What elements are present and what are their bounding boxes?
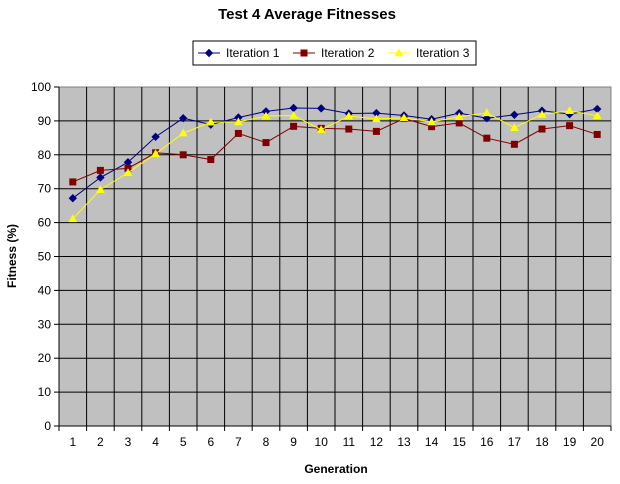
data-point-iteration-2 (262, 139, 270, 147)
grid (59, 87, 611, 426)
data-point-iteration-2 (234, 129, 242, 137)
y-tick-label: 40 (38, 283, 52, 297)
data-point-iteration-2 (483, 134, 491, 142)
data-point-iteration-1 (178, 113, 188, 123)
data-point-iteration-2 (372, 127, 380, 135)
y-tick-label: 50 (38, 250, 52, 264)
data-point-iteration-3 (399, 113, 409, 122)
y-tick-label: 30 (38, 317, 52, 331)
data-point-iteration-2 (179, 151, 187, 159)
data-point-iteration-1 (68, 193, 78, 203)
data-point-iteration-2 (96, 166, 104, 174)
y-tick-label: 70 (38, 182, 52, 196)
legend-box (192, 40, 477, 66)
data-point-iteration-3 (510, 123, 519, 131)
x-tick-label: 17 (508, 435, 522, 449)
data-point-iteration-2 (538, 125, 546, 133)
data-point-iteration-3 (261, 111, 271, 120)
data-point-iteration-1 (96, 173, 105, 182)
series-layer (68, 103, 602, 223)
y-tick-label: 60 (38, 216, 52, 230)
x-tick-label: 8 (263, 435, 270, 449)
y-tick-label: 100 (31, 80, 51, 94)
series-iteration-2 (69, 115, 601, 186)
data-point-iteration-3 (68, 214, 78, 223)
y-tick-labels: 0 10 20 30 40 50 60 70 80 90 100 (31, 80, 51, 433)
data-point-iteration-2 (510, 140, 518, 148)
data-point-iteration-1 (151, 132, 160, 142)
data-point-iteration-2 (69, 178, 77, 186)
data-point-iteration-1 (510, 110, 519, 120)
y-tick-label: 80 (38, 148, 52, 162)
legend: Iteration 1 Iteration 2 Iteration 3 (192, 40, 477, 66)
data-point-iteration-3 (537, 109, 547, 118)
data-point-iteration-3 (316, 125, 326, 134)
y-tick-label: 90 (38, 114, 52, 128)
data-point-iteration-3 (372, 114, 381, 123)
x-axis-title: Generation (304, 462, 367, 476)
x-tick-label: 19 (563, 435, 577, 449)
y-tick-label: 0 (44, 419, 51, 433)
data-point-iteration-3 (482, 108, 492, 117)
legend-label: Iteration 3 (416, 46, 470, 60)
data-point-iteration-2 (593, 130, 601, 138)
x-tick-label: 7 (235, 435, 242, 449)
data-point-iteration-3 (592, 111, 602, 120)
data-point-iteration-3 (427, 117, 436, 126)
legend-marker (300, 49, 308, 57)
x-tick-label: 10 (315, 435, 329, 449)
data-point-iteration-3 (234, 117, 243, 126)
data-point-iteration-2 (207, 156, 215, 164)
data-point-iteration-3 (344, 111, 354, 120)
series-line-iteration-3 (72, 110, 598, 220)
data-point-iteration-2 (345, 125, 353, 133)
x-tick-label: 15 (453, 435, 467, 449)
x-tick-label: 18 (535, 435, 549, 449)
data-point-iteration-3 (96, 185, 105, 194)
data-point-iteration-2 (290, 122, 298, 130)
x-tick-label: 12 (370, 435, 384, 449)
data-point-iteration-3 (151, 149, 160, 158)
data-point-iteration-3 (289, 110, 298, 119)
x-tick-label: 3 (125, 435, 132, 449)
series-line-iteration-2 (72, 117, 598, 183)
legend-marker (204, 48, 214, 58)
x-tick-label: 4 (152, 435, 159, 449)
series-line-iteration-1 (72, 107, 598, 199)
data-point-iteration-2 (566, 122, 574, 130)
data-point-iteration-1 (482, 113, 492, 123)
data-point-iteration-3 (123, 168, 133, 177)
data-point-iteration-3 (178, 128, 188, 137)
x-tick-label: 6 (207, 435, 214, 449)
data-point-iteration-2 (455, 119, 463, 127)
legend-label: Iteration 2 (321, 46, 375, 60)
data-point-iteration-3 (454, 112, 464, 121)
x-tick-label: 1 (69, 435, 76, 449)
series-iteration-3 (68, 106, 602, 223)
data-point-iteration-1 (316, 104, 326, 113)
y-axis-title: Fitness (%) (5, 224, 19, 288)
legend-label: Iteration 1 (226, 46, 280, 60)
x-tick-labels: 1 2 3 4 5 6 7 8 9 10 11 12 13 14 15 16 17 18 19 20 (69, 435, 604, 449)
axes (54, 86, 612, 431)
y-tick-label: 20 (38, 351, 52, 365)
data-point-iteration-3 (565, 106, 574, 115)
x-tick-label: 2 (97, 435, 104, 449)
series-iteration-1 (68, 103, 602, 203)
x-tick-label: 9 (290, 435, 297, 449)
x-tick-label: 20 (591, 435, 605, 449)
x-tick-label: 13 (397, 435, 411, 449)
data-point-iteration-3 (206, 117, 216, 126)
y-tick-label: 10 (38, 385, 52, 399)
x-tick-label: 5 (180, 435, 187, 449)
x-tick-label: 16 (480, 435, 494, 449)
legend-marker (394, 48, 404, 57)
chart-title: Test 4 Average Fitnesses (218, 6, 396, 23)
x-tick-label: 14 (425, 435, 439, 449)
x-tick-label: 11 (343, 435, 356, 449)
